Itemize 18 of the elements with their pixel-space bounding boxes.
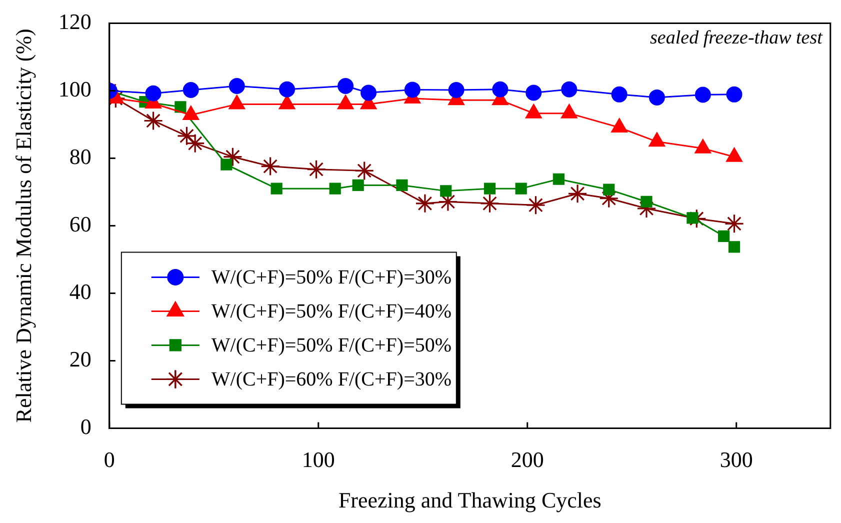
annotation: sealed freeze-thaw test: [650, 28, 824, 49]
x-tick-label: 200: [510, 447, 544, 472]
legend-label: W/(C+F)=50% F/(C+F)=40%: [211, 300, 452, 322]
y-tick-label: 80: [69, 144, 92, 169]
legend-label: W/(C+F)=50% F/(C+F)=50%: [211, 334, 452, 356]
y-tick-label: 60: [69, 211, 92, 236]
y-tick-label: 20: [69, 346, 92, 372]
x-axis-title: Freezing and Thawing Cycles: [338, 488, 602, 513]
x-tick-label: 300: [720, 447, 753, 472]
y-tick-label: 120: [58, 8, 92, 34]
y-tick-label: 0: [80, 414, 92, 439]
y-tick-label: 100: [58, 76, 92, 102]
x-tick-label: 100: [302, 447, 335, 472]
legend-label: W/(C+F)=60% F/(C+F)=30%: [211, 368, 452, 390]
y-axis-title: Relative Dynamic Modulus of Elasticity (%): [10, 28, 36, 423]
y-tick-label: 40: [69, 278, 92, 304]
legend-label: W/(C+F)=50% F/(C+F)=30%: [211, 266, 452, 288]
x-tick-label: 0: [104, 447, 115, 472]
